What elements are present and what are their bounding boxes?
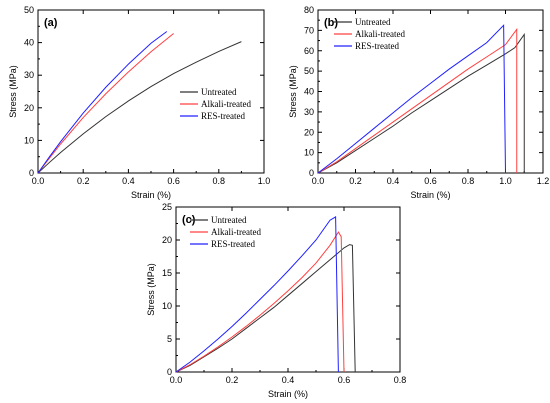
legend-label: Alkali-treated — [211, 227, 261, 237]
x-axis-label: Strain (%) — [131, 190, 171, 200]
x-tick-label: 0.4 — [122, 176, 135, 186]
y-tick-label: 80 — [304, 5, 314, 15]
y-tick-label: 25 — [162, 202, 172, 212]
series-line-alkali-treated — [37, 33, 174, 174]
x-tick-label: 0.2 — [349, 176, 362, 186]
chart-panel-2: 0.0 0.2 0.4 0.6 0.8 0 5 10 15 20 25 Strain (%) Stres… — [146, 202, 406, 399]
y-tick-label: 70 — [304, 25, 314, 35]
x-tick-label: 1.0 — [258, 176, 271, 186]
x-tick-label: 1.0 — [499, 176, 512, 186]
legend-label: Untreated — [201, 87, 237, 97]
y-tick-label: 40 — [304, 87, 314, 97]
y-tick-label: 10 — [162, 301, 172, 311]
legend-label: Untreated — [355, 17, 391, 27]
y-tick-label: 60 — [304, 46, 314, 56]
series-line-res-treated — [37, 31, 168, 174]
x-tick-label: 0.2 — [77, 176, 90, 186]
x-tick-label: 0.0 — [170, 375, 183, 385]
x-tick-label: 0.0 — [32, 176, 45, 186]
y-tick-label: 20 — [162, 235, 172, 245]
y-tick-label: 30 — [24, 70, 34, 80]
y-tick-label: 0 — [29, 168, 34, 178]
legend-label: Alkali-treated — [355, 29, 405, 39]
x-tick-label: 1.2 — [537, 176, 550, 186]
x-tick-label: 0.8 — [394, 375, 407, 385]
x-tick-label: 0.2 — [226, 375, 239, 385]
x-tick-label: 0.6 — [338, 375, 351, 385]
legend-label: RES-treated — [211, 239, 255, 249]
x-tick-label: 0.8 — [462, 176, 475, 186]
x-tick-label: 0.4 — [387, 176, 400, 186]
series-line-alkali-treated — [175, 231, 345, 373]
series-line-res-treated — [175, 216, 339, 373]
chart-panel-0: 0.0 0.2 0.4 0.6 0.8 1.0 0 10 20 30 40 50 Strain (%) S… — [8, 5, 270, 200]
y-tick-label: 20 — [304, 127, 314, 137]
plot-frame — [175, 206, 401, 373]
x-tick-label: 0.6 — [167, 176, 180, 186]
y-tick-label: 0 — [167, 367, 172, 377]
legend-label: RES-treated — [201, 111, 245, 121]
legend-label: RES-treated — [355, 41, 399, 51]
x-tick-label: 0.4 — [282, 375, 295, 385]
y-tick-label: 50 — [304, 66, 314, 76]
y-tick-label: 10 — [304, 148, 314, 158]
y-tick-label: 30 — [304, 107, 314, 117]
legend-label: Untreated — [211, 215, 247, 225]
y-tick-label: 10 — [24, 135, 34, 145]
x-axis-label: Strain (%) — [410, 190, 450, 200]
panel-label: (b) — [324, 17, 338, 29]
series-line-untreated — [317, 32, 525, 174]
series-line-res-treated — [317, 24, 506, 174]
y-axis-label: Stress (MPa) — [288, 65, 298, 118]
x-axis-label: Strain (%) — [268, 389, 308, 399]
panel-label: (c) — [182, 214, 196, 226]
series-line-untreated — [175, 244, 356, 373]
y-axis-label: Stress (MPa) — [8, 65, 18, 118]
y-tick-label: 50 — [24, 5, 34, 15]
y-axis-label: Stress (MPa) — [146, 263, 156, 316]
y-tick-label: 15 — [162, 268, 172, 278]
y-tick-label: 5 — [167, 334, 172, 344]
x-tick-label: 0.0 — [312, 176, 325, 186]
chart-panel-1: 0.0 0.2 0.4 0.6 0.8 1.0 1.2 0 10 20 30 40 50 60 70 80 St… — [288, 5, 549, 200]
panel-label: (a) — [44, 17, 58, 29]
x-tick-label: 0.8 — [213, 176, 226, 186]
x-tick-label: 0.6 — [424, 176, 437, 186]
y-tick-label: 40 — [24, 38, 34, 48]
series-line-alkali-treated — [317, 27, 518, 174]
series-line-untreated — [37, 41, 242, 174]
legend-label: Alkali-treated — [201, 99, 251, 109]
y-tick-label: 20 — [24, 103, 34, 113]
y-tick-label: 0 — [309, 168, 314, 178]
